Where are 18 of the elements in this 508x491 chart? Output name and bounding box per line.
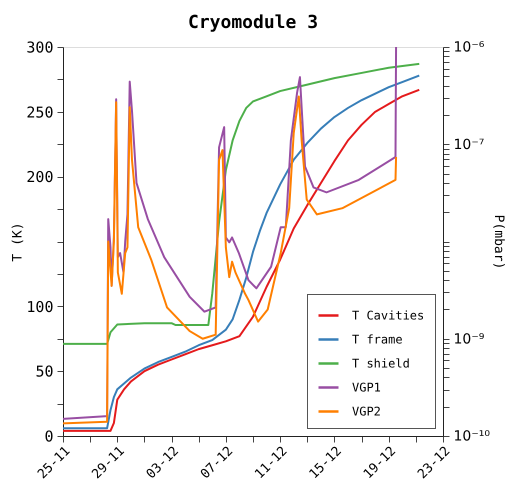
y-tick-label: 100 [26,298,54,316]
legend-label: T frame [352,332,403,346]
y2-tick-label: 10⁻⁷ [454,136,484,153]
y2-tick-label: 10⁻¹⁰ [454,428,490,444]
y2-axis-title: P(mbar) [490,214,506,270]
y-tick-label: 50 [35,362,54,381]
y-tick-label: 250 [26,103,54,122]
y-tick-label: 0 [44,428,54,446]
legend-label: VGP2 [352,404,381,418]
y-axis-title: T (K) [10,222,26,262]
y2-tick-label: 10⁻⁶ [454,40,485,56]
legend-label: VGP1 [352,380,381,394]
legend-label: T shield [352,356,410,370]
y-tick-label: 300 [26,38,54,56]
chart-title: Cryomodule 3 [188,12,318,33]
y2-tick-label: 10⁻⁹ [454,331,485,348]
legend-label: T Cavities [352,308,424,322]
y-tick-label: 200 [26,168,54,186]
